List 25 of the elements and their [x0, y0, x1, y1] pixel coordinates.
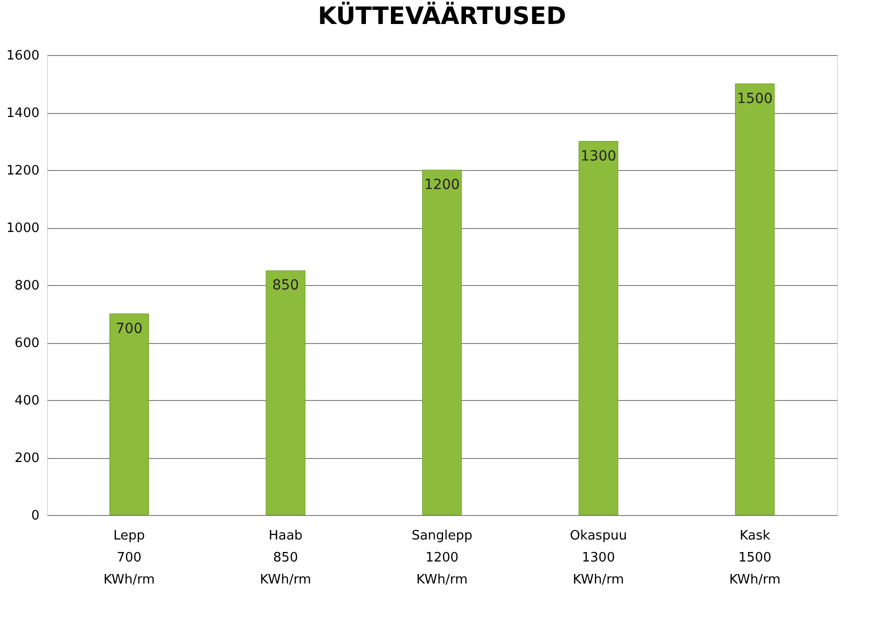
- bar: [109, 314, 149, 516]
- y-tick-label: 1000: [6, 221, 40, 236]
- data-label: 1200: [424, 177, 460, 193]
- y-tick-label: 600: [14, 336, 40, 351]
- bar: [578, 141, 618, 516]
- y-tick-label: 1600: [6, 48, 40, 64]
- x-tick-label: Sanglepp 1200 KWh/rm: [412, 528, 472, 588]
- x-tick-label: Haab 850 KWh/rm: [260, 528, 312, 588]
- y-tick-label: 1200: [6, 164, 40, 178]
- data-label: 700: [116, 320, 142, 337]
- chart-title: KÜTTEVÄÄRTUSED: [318, 1, 566, 30]
- data-label: 850: [272, 278, 299, 294]
- x-tick-label: Okaspuu 1300 KWh/rm: [570, 528, 627, 588]
- x-tick-label: Lepp 700 KWh/rm: [103, 528, 155, 588]
- bar: [266, 270, 306, 516]
- data-label: 1500: [737, 90, 773, 107]
- bar: [422, 170, 462, 516]
- y-tick-label: 400: [14, 394, 40, 408]
- y-tick-label: 200: [14, 451, 40, 466]
- x-tick-label: Kask 1500 KWh/rm: [729, 528, 781, 588]
- bar: [735, 84, 775, 516]
- y-tick-label: 1400: [6, 106, 40, 121]
- y-tick-label: 0: [31, 508, 40, 524]
- y-tick-label: 800: [14, 278, 40, 294]
- data-label: 1300: [580, 148, 616, 164]
